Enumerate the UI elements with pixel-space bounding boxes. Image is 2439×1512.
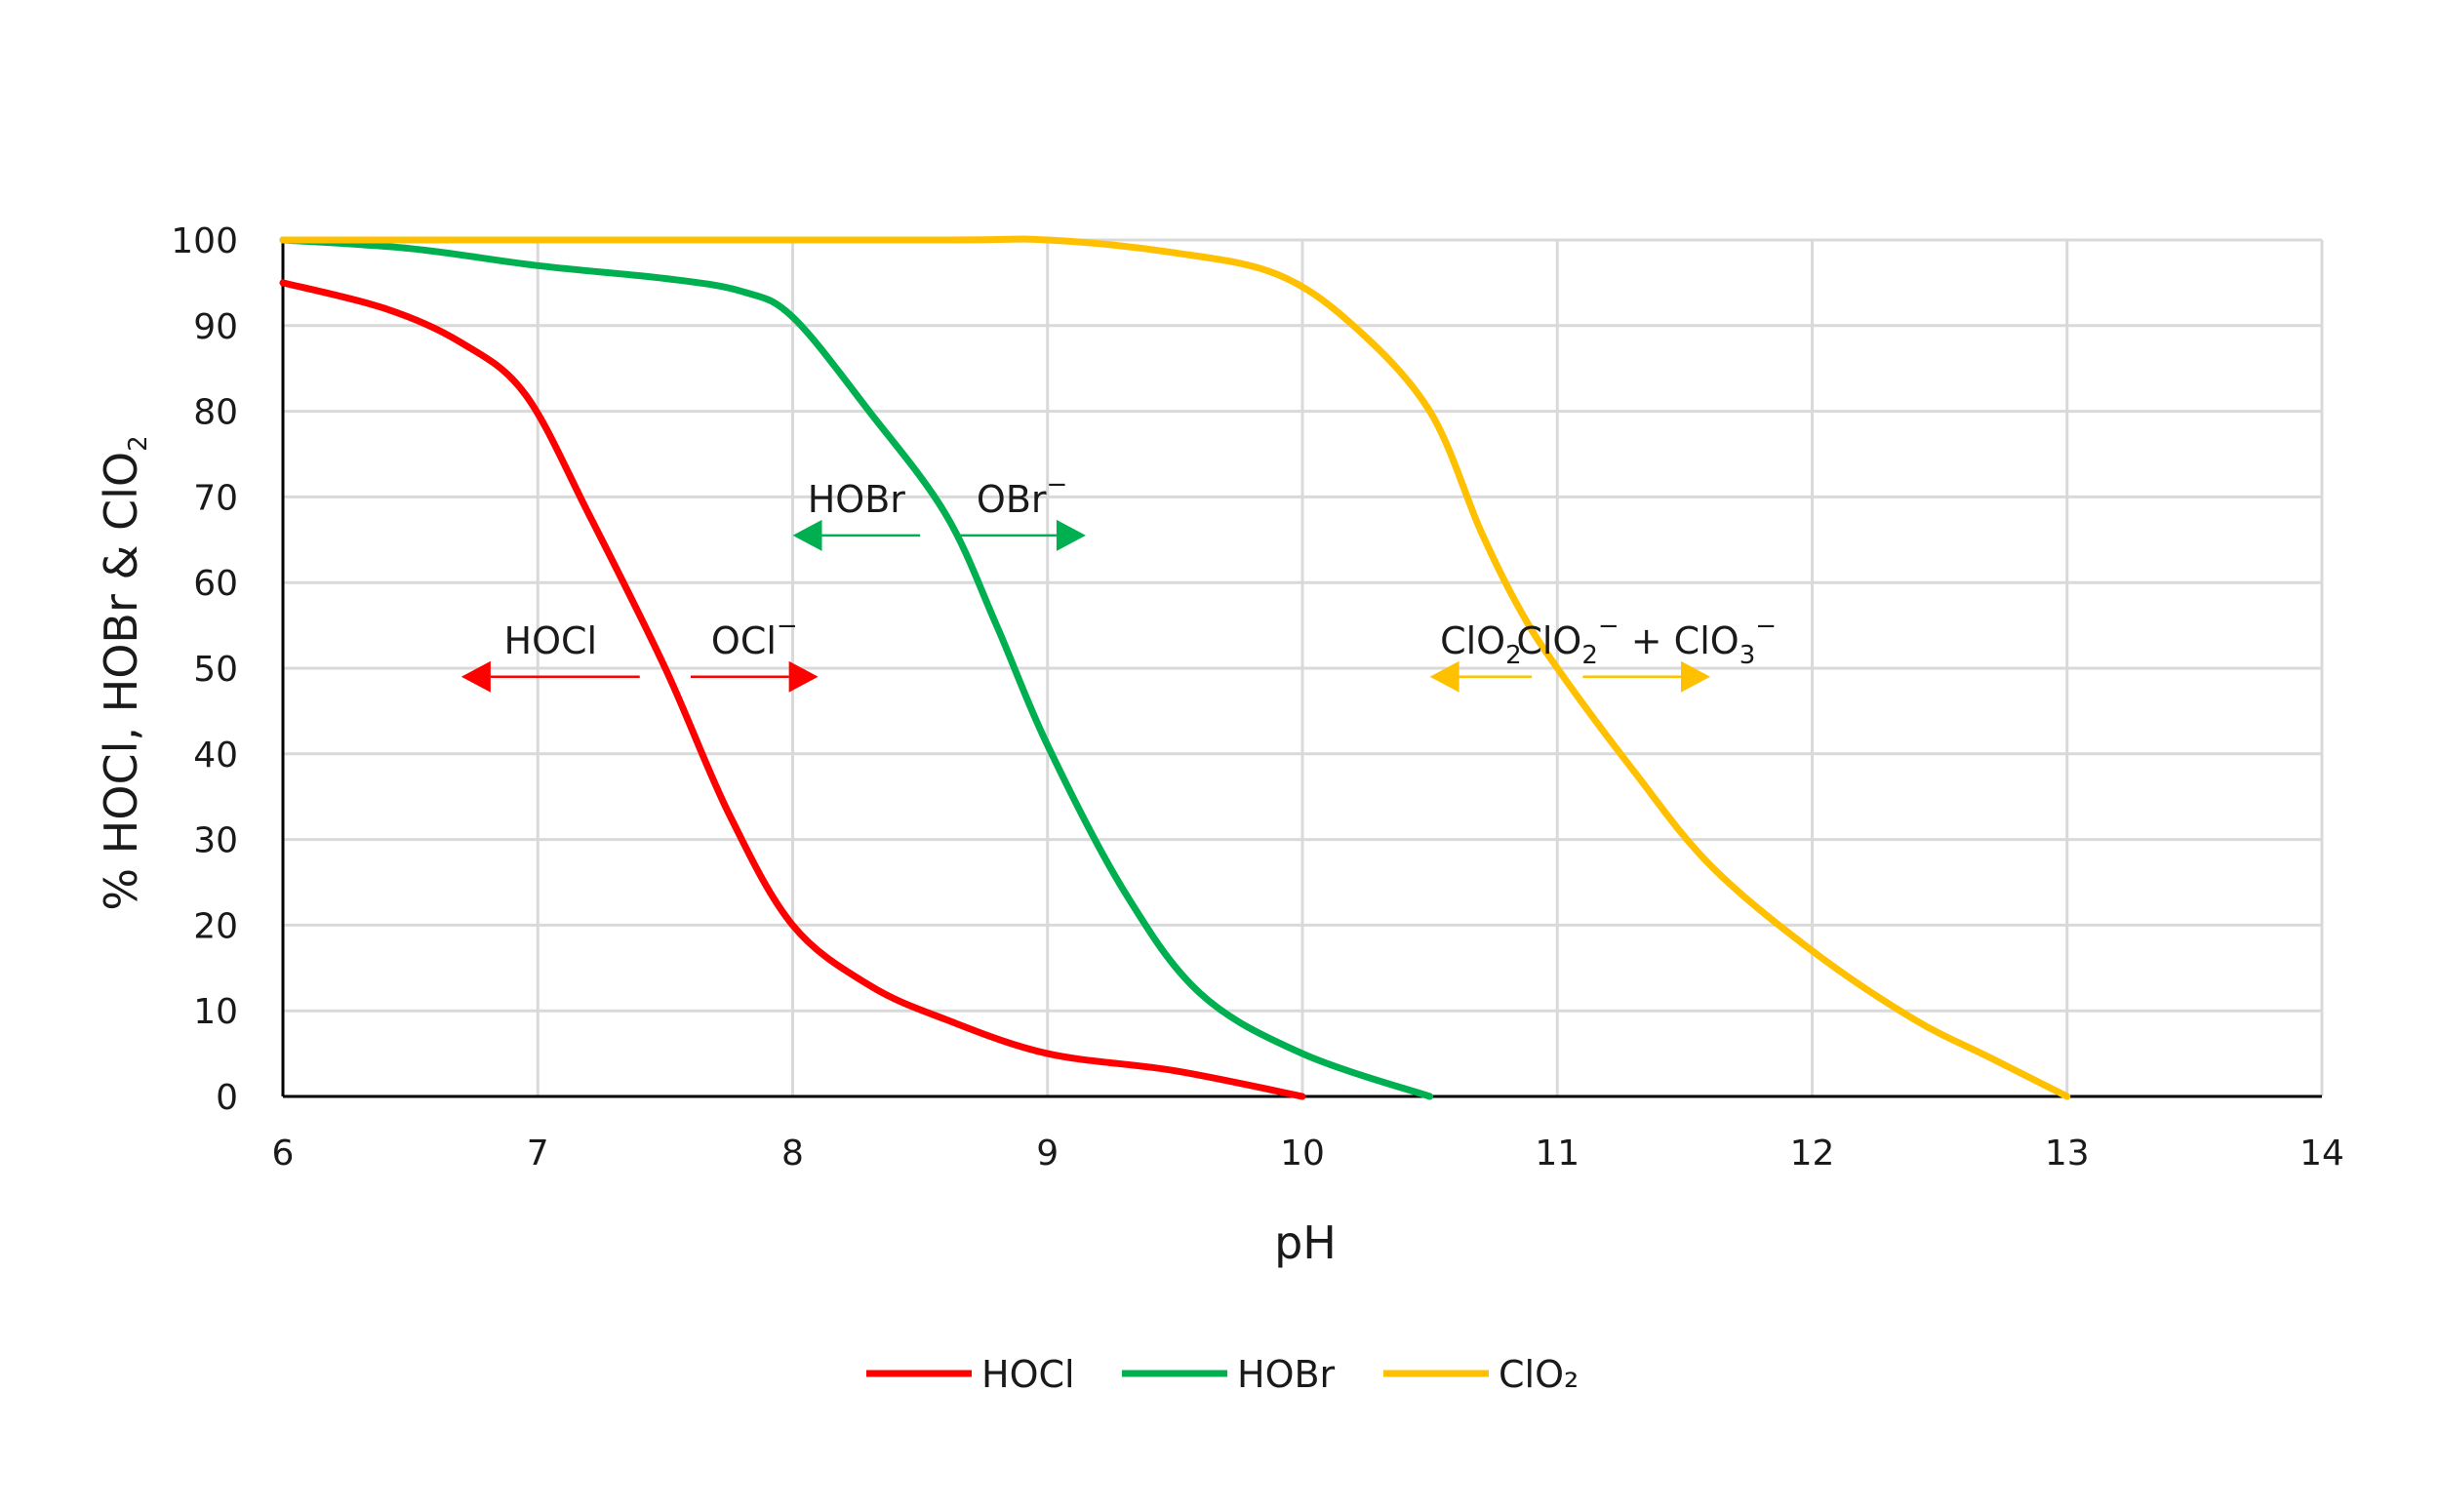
annotation-sub2: 3 (1739, 641, 1756, 670)
y-tick-label: 0 (216, 1078, 238, 1118)
annotation-sub: 2 (1505, 641, 1522, 670)
annotation-text: ClO (1516, 619, 1581, 662)
annotation-arrowhead (792, 519, 822, 551)
annotation-arrowhead (788, 660, 819, 693)
annotation-arrowhead (1681, 660, 1710, 693)
annotation-arrowhead (460, 660, 491, 693)
y-tick-label: 80 (193, 393, 238, 433)
y-tick-label: 30 (193, 821, 238, 861)
y-tick-label: 20 (193, 906, 238, 946)
x-tick-label: 14 (2299, 1134, 2344, 1174)
series-line-clo2 (279, 235, 2071, 1100)
tick-labels: 0 10 20 30 40 50 60 70 80 90 100 6 7 8 9 10 11 12 13 14 (171, 221, 2344, 1174)
annotation-label-hobr-right: OBr− (977, 470, 1067, 521)
annotation-text: OBr (977, 478, 1047, 521)
annotation-label-hobr-left: HOBr (808, 478, 906, 521)
annotation-sup: − (777, 612, 798, 641)
legend-label-2: HOBr (1237, 1353, 1336, 1396)
annotation-label-clo2-left: ClO2 (1440, 619, 1522, 670)
x-tick-label: 13 (2045, 1134, 2090, 1174)
annotation-label-clo2-right: ClO2− + ClO3− (1516, 612, 1777, 670)
series-line-hobr (279, 236, 1434, 1100)
annotation-label-hocl-left: HOCl (504, 619, 598, 662)
grid (281, 238, 2324, 1098)
x-tick-label: 11 (1535, 1134, 1579, 1174)
x-tick-label: 8 (781, 1134, 804, 1174)
annotation-text: HOBr (808, 478, 906, 521)
y-tick-label: 50 (193, 650, 238, 690)
annotation-text: HOCl (504, 619, 598, 662)
y-tick-label: 10 (193, 992, 238, 1032)
annotation-label-hocl-right: OCl− (711, 612, 798, 662)
y-tick-label: 60 (193, 564, 238, 604)
y-axis-title-main: % HOCl, HOBr & ClO (95, 452, 147, 911)
x-axis-title: pH (1274, 1216, 1337, 1269)
y-tick-label: 40 (193, 736, 238, 776)
legend: HOCl HOBr ClO₂ (866, 1353, 1579, 1396)
x-tick-label: 9 (1036, 1134, 1059, 1174)
x-tick-label: 7 (527, 1134, 549, 1174)
series-line-hocl (279, 279, 1306, 1100)
x-tick-label: 6 (272, 1134, 295, 1174)
annotation-sup: − (1598, 612, 1619, 641)
annotation-text: OCl (711, 619, 777, 662)
y-axis-title-sub: 2 (124, 435, 153, 452)
x-tick-label: 10 (1280, 1134, 1325, 1174)
y-tick-label: 100 (171, 221, 238, 261)
y-tick-label: 90 (193, 307, 238, 347)
annotation-text2: + ClO (1619, 619, 1739, 662)
annotation-sup: − (1047, 470, 1068, 499)
legend-label-3: ClO₂ (1499, 1353, 1579, 1396)
annotation-arrowhead (1429, 660, 1459, 693)
annotation-sup2: − (1755, 612, 1777, 641)
series-layer (279, 235, 2071, 1100)
legend-label-1: HOCl (981, 1353, 1075, 1396)
annotation-arrowhead (1056, 519, 1086, 551)
y-tick-label: 70 (193, 478, 238, 518)
y-axis-title: % HOCl, HOBr & ClO2 (95, 435, 153, 910)
x-tick-label: 12 (1790, 1134, 1835, 1174)
annotation-text: ClO (1440, 619, 1505, 662)
annotation-sub: 2 (1581, 641, 1598, 670)
